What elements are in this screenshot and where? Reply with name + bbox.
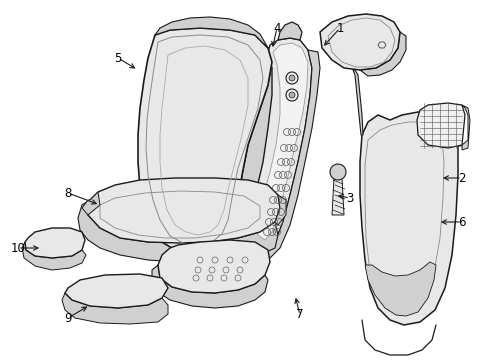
Text: 8: 8 — [64, 186, 72, 199]
Polygon shape — [278, 22, 302, 40]
Polygon shape — [360, 32, 406, 76]
Text: 3: 3 — [346, 192, 354, 204]
Text: 9: 9 — [64, 311, 72, 324]
Polygon shape — [275, 195, 286, 225]
Text: 6: 6 — [458, 216, 466, 229]
Text: 1: 1 — [336, 22, 344, 35]
Polygon shape — [82, 192, 100, 215]
Polygon shape — [138, 28, 272, 253]
Polygon shape — [88, 178, 280, 243]
Polygon shape — [245, 38, 312, 260]
Polygon shape — [78, 200, 278, 262]
Polygon shape — [256, 43, 308, 240]
Polygon shape — [265, 50, 320, 258]
Polygon shape — [332, 178, 344, 215]
Polygon shape — [155, 17, 268, 48]
Polygon shape — [228, 48, 282, 258]
Polygon shape — [22, 242, 86, 270]
Text: 7: 7 — [296, 309, 304, 321]
Text: 4: 4 — [273, 22, 281, 35]
Text: 5: 5 — [114, 51, 122, 64]
Polygon shape — [365, 262, 436, 316]
Polygon shape — [152, 265, 268, 308]
Circle shape — [289, 92, 295, 98]
Polygon shape — [360, 112, 458, 325]
Circle shape — [330, 164, 346, 180]
Polygon shape — [65, 274, 168, 308]
Polygon shape — [25, 228, 85, 258]
Polygon shape — [462, 105, 470, 150]
Polygon shape — [158, 240, 270, 293]
Circle shape — [289, 75, 295, 81]
Polygon shape — [320, 14, 400, 70]
Text: 10: 10 — [11, 242, 25, 255]
Polygon shape — [62, 293, 168, 324]
Polygon shape — [417, 103, 465, 148]
Text: 2: 2 — [458, 171, 466, 185]
Polygon shape — [353, 70, 363, 135]
